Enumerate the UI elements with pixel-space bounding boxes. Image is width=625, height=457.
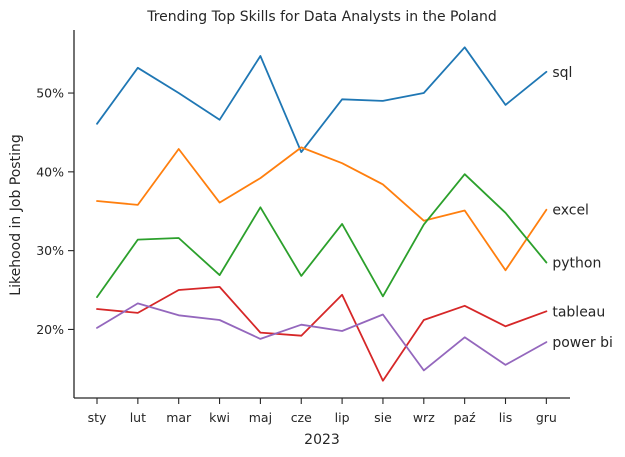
x-tick-label: paź xyxy=(454,410,477,425)
x-axis-title: 2023 xyxy=(304,432,340,448)
series-label-python: python xyxy=(552,255,601,271)
series-line-python xyxy=(96,173,548,299)
x-tick-label: lut xyxy=(130,410,146,425)
series-label-power-bi: power bi xyxy=(552,335,613,351)
series-label-tableau: tableau xyxy=(552,304,605,320)
x-tick-label: kwi xyxy=(209,410,230,425)
x-tick-label: sie xyxy=(374,410,392,425)
series-label-excel: excel xyxy=(552,203,589,219)
chart-title: Trending Top Skills for Data Analysts in… xyxy=(146,9,497,25)
x-tick-label: gru xyxy=(536,410,557,425)
x-tick-label: mar xyxy=(166,410,192,425)
y-axis-ticks: 20% 30% 40% 50% xyxy=(36,86,74,337)
x-tick-label: wrz xyxy=(413,410,435,425)
x-axis-ticks: sty lut mar kwi maj cze lip sie wrz paź lis gru xyxy=(88,398,557,425)
plot-area: sql excel python tableau power bi xyxy=(96,46,613,382)
series-line-power-bi xyxy=(96,302,548,372)
series-line-tableau xyxy=(96,285,548,382)
y-tick-label: 20% xyxy=(36,322,64,337)
x-tick-label: cze xyxy=(291,410,312,425)
y-axis-title: Likehood in Job Posting xyxy=(8,134,24,295)
x-tick-label: sty xyxy=(88,410,107,425)
y-tick-label: 50% xyxy=(36,86,64,101)
x-tick-label: maj xyxy=(249,410,272,425)
y-tick-label: 30% xyxy=(36,243,64,258)
x-tick-label: lip xyxy=(335,410,350,425)
series-label-sql: sql xyxy=(552,65,572,81)
series-line-excel xyxy=(96,146,548,272)
x-tick-label: lis xyxy=(499,410,512,425)
y-tick-label: 40% xyxy=(36,164,64,179)
series-line-sql xyxy=(96,46,548,154)
